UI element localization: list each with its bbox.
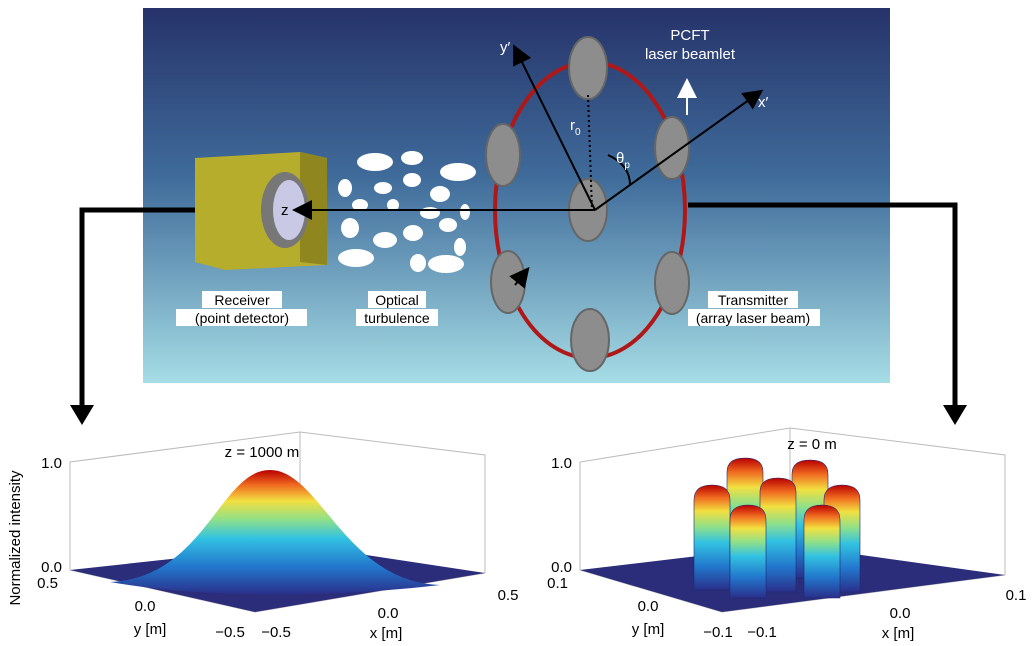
z-tick-label: 0.0 xyxy=(551,559,572,576)
scene: PCFT laser beamlet y′ x′ z r0 θp Receive… xyxy=(143,8,890,383)
receiver-label: Receiver xyxy=(214,292,270,308)
beamlet-label: laser beamlet xyxy=(645,46,736,63)
x-tick-label: −0.1 xyxy=(747,624,777,641)
transmitter-label: Transmitter xyxy=(718,292,789,308)
x-tick-label: 0.0 xyxy=(378,605,399,622)
axis-label: z xyxy=(281,202,289,219)
y-tick-label: 0.0 xyxy=(638,598,659,615)
theta-sub: p xyxy=(624,160,630,171)
axis-label: y′ xyxy=(500,39,511,56)
surface xyxy=(694,458,860,598)
x-tick-label: 0.5 xyxy=(498,587,519,604)
z-tick-label: 0.0 xyxy=(41,559,62,576)
r0-sub: 0 xyxy=(575,127,581,138)
y-label: y [m] xyxy=(134,621,167,638)
turbulence-label: turbulence xyxy=(364,310,430,326)
x-tick-label: −0.5 xyxy=(261,624,291,641)
connector-arrow xyxy=(943,405,967,425)
plot-title: z = 0 m xyxy=(787,436,837,453)
x-tick-label: 0.0 xyxy=(890,605,911,622)
beamlet-label: PCFT xyxy=(670,27,709,44)
theta-base: θ xyxy=(616,150,624,167)
x-label: x [m] xyxy=(370,625,403,642)
surface xyxy=(110,470,440,594)
x-label: x [m] xyxy=(882,625,915,642)
y-tick-label: −0.1 xyxy=(703,624,733,641)
y-tick-label: −0.5 xyxy=(215,624,245,641)
axis-label: x′ xyxy=(758,94,769,111)
x-tick-label: 0.1 xyxy=(1006,587,1027,604)
y-tick-label: 0.0 xyxy=(135,598,156,615)
turbulence-label: Optical xyxy=(375,292,419,308)
z-tick-label: 1.0 xyxy=(41,455,62,472)
y-label: y [m] xyxy=(632,621,665,638)
y-tick-label: 0.1 xyxy=(547,575,568,592)
receiver-label: (point detector) xyxy=(195,310,289,326)
z-tick-label: 1.0 xyxy=(551,455,572,472)
connector-arrow xyxy=(70,405,94,425)
plot-title: z = 1000 m xyxy=(225,444,300,461)
z-label: Normalized intensity xyxy=(7,470,24,606)
y-tick-label: 0.5 xyxy=(37,575,58,592)
figure: PCFT laser beamlet y′ x′ z r0 θp Receive… xyxy=(0,0,1033,646)
transmitter-label: (array laser beam) xyxy=(696,310,810,326)
